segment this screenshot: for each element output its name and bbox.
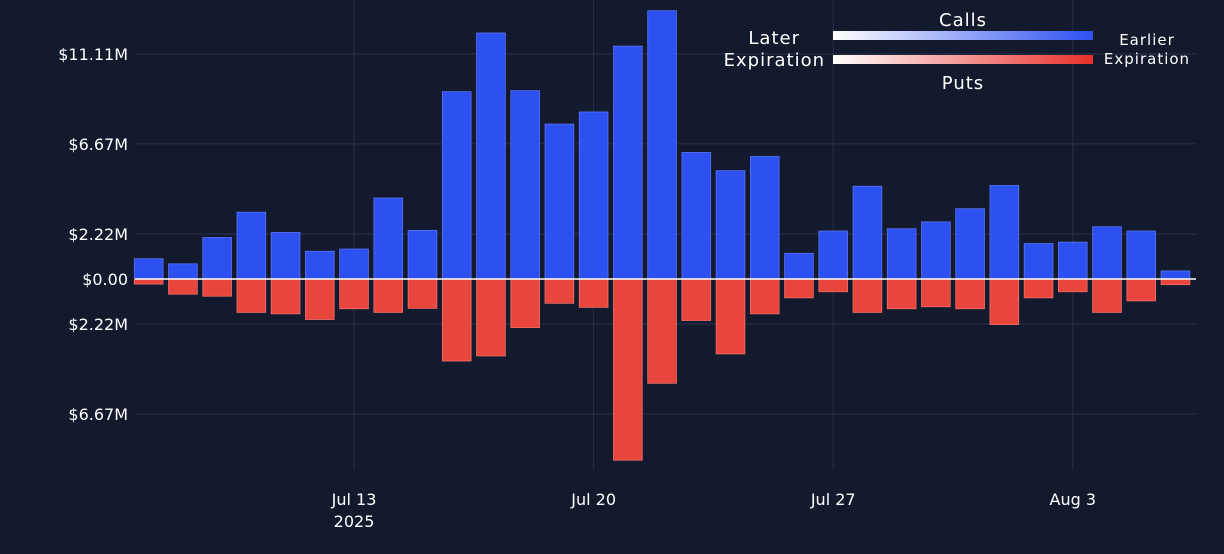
calls-bar-aug-1[interactable] [989, 185, 1020, 280]
puts-bar-jul-22[interactable] [647, 278, 677, 384]
calls-bar-jul-31[interactable] [955, 208, 985, 280]
puts-bar-aug-6[interactable] [1160, 278, 1191, 286]
calls-bar-jul-23[interactable] [681, 152, 712, 280]
puts-bar-jul-8[interactable] [168, 278, 198, 295]
x-tick-label: Jul 13 [331, 490, 377, 509]
calls-bar-aug-5[interactable] [1126, 230, 1157, 280]
puts-bar-jul-16[interactable] [441, 278, 472, 362]
puts-bar-aug-2[interactable] [1023, 278, 1054, 299]
y-tick-label: $6.67M [68, 135, 128, 154]
legend-earlier-label: Earlier [1119, 31, 1175, 49]
y-tick-label: $0.00 [82, 270, 128, 289]
puts-bar-aug-1[interactable] [989, 278, 1020, 325]
calls-bar-jul-21[interactable] [613, 45, 643, 280]
puts-bar-jul-28[interactable] [852, 278, 883, 313]
puts-bar-jul-18[interactable] [510, 278, 540, 328]
calls-bar-jul-28[interactable] [852, 185, 883, 280]
y-tick-label: $11.11M [58, 45, 128, 64]
puts-bar-jul-19[interactable] [544, 278, 575, 304]
calls-bar-jul-22[interactable] [647, 10, 677, 280]
puts-bar-jul-15[interactable] [407, 278, 438, 309]
puts-bar-jul-13[interactable] [339, 278, 369, 310]
calls-bar-jul-7[interactable] [133, 258, 164, 280]
calls-bar-jul-26[interactable] [784, 252, 814, 280]
calls-bar-jul-18[interactable] [510, 90, 540, 280]
puts-bar-jul-23[interactable] [681, 278, 712, 321]
puts-bar-jul-12[interactable] [305, 278, 335, 320]
calls-bar-jul-20[interactable] [578, 111, 609, 280]
calls-bar-jul-10[interactable] [236, 211, 267, 280]
puts-bar-jul-31[interactable] [955, 278, 985, 310]
puts-bar-jul-7[interactable] [133, 278, 164, 285]
calls-bar-jul-15[interactable] [407, 229, 438, 280]
calls-bar-jul-9[interactable] [202, 237, 232, 280]
x-tick-label: Aug 3 [1050, 490, 1097, 509]
x-axis: Jul 13 2025 Jul 20 Jul 27 Aug 3 [331, 490, 1096, 531]
puts-bar-jul-9[interactable] [202, 278, 232, 297]
calls-bar-aug-6[interactable] [1160, 270, 1191, 280]
legend-earlier-expiration-label: Expiration [1104, 50, 1190, 68]
calls-bar-jul-14[interactable] [373, 197, 404, 280]
puts-bar-jul-27[interactable] [818, 278, 848, 293]
puts-bar-jul-10[interactable] [236, 278, 267, 313]
calls-bar-jul-30[interactable] [921, 221, 951, 280]
calls-bar-jul-17[interactable] [476, 32, 506, 280]
calls-bar-jul-29[interactable] [886, 228, 917, 280]
calls-bar-jul-24[interactable] [715, 170, 746, 280]
calls-bar-jul-27[interactable] [818, 230, 848, 280]
puts-bar-jul-17[interactable] [476, 278, 506, 357]
y-axis: $11.11M $6.67M $2.22M $0.00 $2.22M $6.67M [58, 45, 128, 424]
puts-bar-aug-5[interactable] [1126, 278, 1157, 302]
legend-puts-label: Puts [942, 73, 984, 94]
calls-bar-jul-25[interactable] [749, 156, 780, 280]
y-tick-label: $2.22M [68, 225, 128, 244]
puts-bar-aug-4[interactable] [1092, 278, 1122, 313]
puts-bar-jul-25[interactable] [749, 278, 780, 315]
x-tick-year-label: 2025 [334, 512, 375, 531]
calls-bar-jul-11[interactable] [270, 232, 301, 280]
calls-bar-jul-13[interactable] [339, 248, 369, 280]
calls-bar-aug-3[interactable] [1058, 241, 1088, 280]
puts-bar-jul-20[interactable] [578, 278, 609, 308]
calls-bar-jul-19[interactable] [544, 123, 575, 280]
legend-later-expiration-label: Expiration [724, 50, 825, 71]
puts-bar-jul-14[interactable] [373, 278, 404, 313]
puts-bar-jul-24[interactable] [715, 278, 746, 355]
bars [133, 10, 1191, 461]
puts-bar-jul-29[interactable] [886, 278, 917, 310]
calls-bar-jul-12[interactable] [305, 250, 335, 280]
x-tick-label: Jul 20 [570, 490, 616, 509]
calls-bar-jul-16[interactable] [441, 91, 472, 280]
legend-later-label: Later [748, 28, 800, 49]
y-tick-label: $2.22M [68, 315, 128, 334]
calls-bar-aug-4[interactable] [1092, 226, 1122, 280]
puts-bar-jul-30[interactable] [921, 278, 951, 308]
puts-bar-jul-26[interactable] [784, 278, 814, 299]
calls-bar-aug-2[interactable] [1023, 243, 1054, 280]
legend: Calls Puts Later Expiration Earlier Expi… [724, 10, 1190, 94]
legend-calls-gradient-bar [833, 31, 1093, 40]
y-tick-label: $6.67M [68, 405, 128, 424]
legend-puts-gradient-bar [833, 55, 1093, 64]
legend-calls-label: Calls [939, 10, 987, 31]
calls-bar-jul-8[interactable] [168, 263, 198, 280]
puts-bar-jul-11[interactable] [270, 278, 301, 315]
puts-bar-aug-3[interactable] [1058, 278, 1088, 293]
x-tick-label: Jul 27 [810, 490, 856, 509]
puts-bar-jul-21[interactable] [613, 278, 643, 461]
